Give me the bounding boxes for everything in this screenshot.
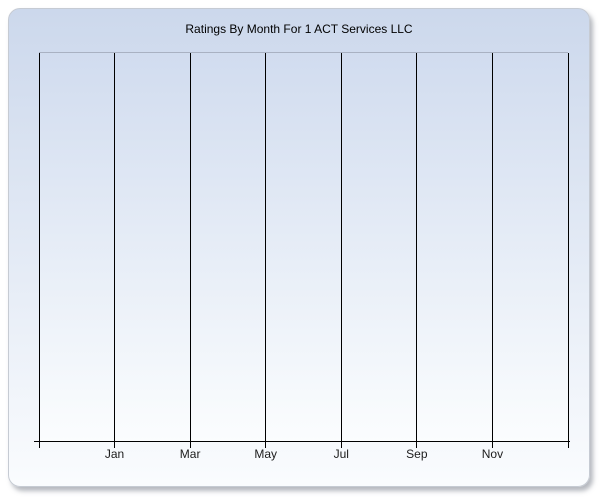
x-axis-line [34, 441, 570, 442]
x-tick-label: Nov [481, 447, 504, 461]
plot-area [38, 52, 569, 448]
x-tick-label: May [254, 447, 278, 461]
chart-panel: Ratings By Month For 1 ACT Services LLC … [8, 8, 590, 487]
x-gridline [189, 53, 191, 448]
x-tick-label: Jul [333, 447, 349, 461]
x-gridline [416, 53, 418, 448]
x-gridline [567, 53, 569, 448]
x-tick-label: Jan [104, 447, 125, 461]
x-gridline [491, 53, 493, 448]
chart-title: Ratings By Month For 1 ACT Services LLC [185, 22, 413, 36]
x-axis-labels: Jan Mar May Jul Sep Nov [39, 448, 568, 464]
x-gridline [265, 53, 267, 448]
x-gridline [114, 53, 116, 448]
x-gridline [38, 53, 40, 448]
x-gridline [340, 53, 342, 448]
x-tick-label: Mar [179, 447, 201, 461]
x-tick-label: Sep [406, 447, 428, 461]
